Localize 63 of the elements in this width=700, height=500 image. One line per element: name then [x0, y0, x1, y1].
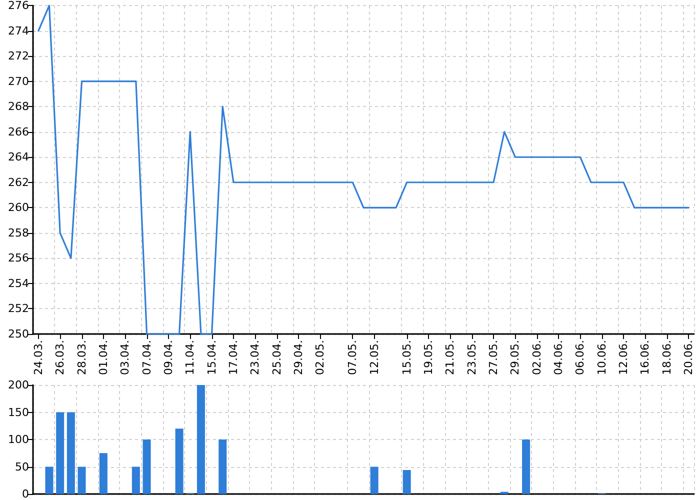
x-tick-label: 11.04. [184, 340, 197, 375]
x-tick-label: 02.06. [530, 340, 544, 375]
x-tick-label: 23.04. [248, 340, 262, 375]
x-tick-label: 20.06. [682, 340, 696, 375]
x-tick-label: 27.05. [487, 340, 500, 375]
line-series [38, 4, 690, 335]
bar [402, 470, 411, 494]
x-tick-label: 03.04. [118, 340, 132, 375]
y-tick-label: 250 [8, 328, 29, 340]
bar [522, 440, 530, 494]
x-tick-label: 09.04. [162, 340, 175, 375]
y-tick-label: 100 [8, 433, 29, 446]
x-tick-label: 15.05. [400, 340, 414, 375]
bar [132, 466, 140, 494]
y-tick-label: 50 [15, 460, 29, 474]
y-tick-label: 268 [8, 100, 29, 114]
x-tick-label: 10.06. [595, 340, 608, 375]
y-tick-label: 0 [22, 488, 29, 500]
x-tick-label: 21.05. [444, 340, 457, 375]
x-tick-label: 04.06. [552, 340, 566, 375]
y-tick-label: 276 [8, 0, 29, 12]
y-tick-label: 252 [8, 302, 29, 316]
x-tick-label: 06.06. [574, 340, 587, 375]
y-tick-label: 262 [8, 176, 29, 189]
bar [142, 440, 151, 494]
x-tick-label: 24.03. [32, 340, 45, 375]
x-tick-label: 19.05. [422, 340, 436, 375]
x-tick-label: 28.03. [75, 340, 88, 375]
x-tick-label: 26.03. [54, 340, 67, 375]
y-tick-label: 272 [8, 50, 29, 63]
x-tick-label: 18.06. [660, 340, 674, 375]
y-tick-label: 270 [8, 74, 29, 88]
y-tick-label: 256 [8, 252, 29, 265]
y-tick-label: 150 [8, 406, 29, 419]
x-tick-label: 29.04. [292, 340, 305, 375]
x-tick-label: 16.06. [638, 340, 652, 375]
bar [56, 412, 64, 494]
y-tick-label: 258 [8, 226, 29, 240]
y-tick-label: 260 [8, 201, 29, 214]
y-tick-label: 200 [8, 378, 29, 392]
y-tick-label: 274 [8, 24, 29, 38]
x-tick-label: 07.05. [346, 340, 360, 375]
x-tick-label: 29.05. [508, 340, 522, 375]
bar [45, 466, 54, 494]
bar [370, 466, 378, 494]
x-tick-label: 01.04. [96, 340, 110, 375]
bar [78, 466, 86, 494]
bar [196, 385, 205, 494]
x-tick-label: 23.05. [465, 340, 478, 375]
bar [99, 453, 108, 494]
bar [175, 428, 184, 494]
bar [66, 412, 75, 494]
x-tick-label: 17.04. [226, 340, 240, 375]
x-tick-label: 12.06. [617, 340, 630, 375]
y-tick-label: 264 [8, 150, 29, 164]
x-tick-label: 07.04. [140, 340, 154, 375]
y-tick-label: 254 [8, 276, 29, 290]
y-tick-label: 266 [8, 125, 29, 138]
x-tick-label: 02.05. [314, 340, 327, 375]
x-tick-label: 12.05. [368, 340, 381, 375]
x-tick-label: 15.04. [205, 340, 218, 375]
bar [218, 440, 227, 494]
x-tick-label: 25.04. [270, 340, 284, 375]
